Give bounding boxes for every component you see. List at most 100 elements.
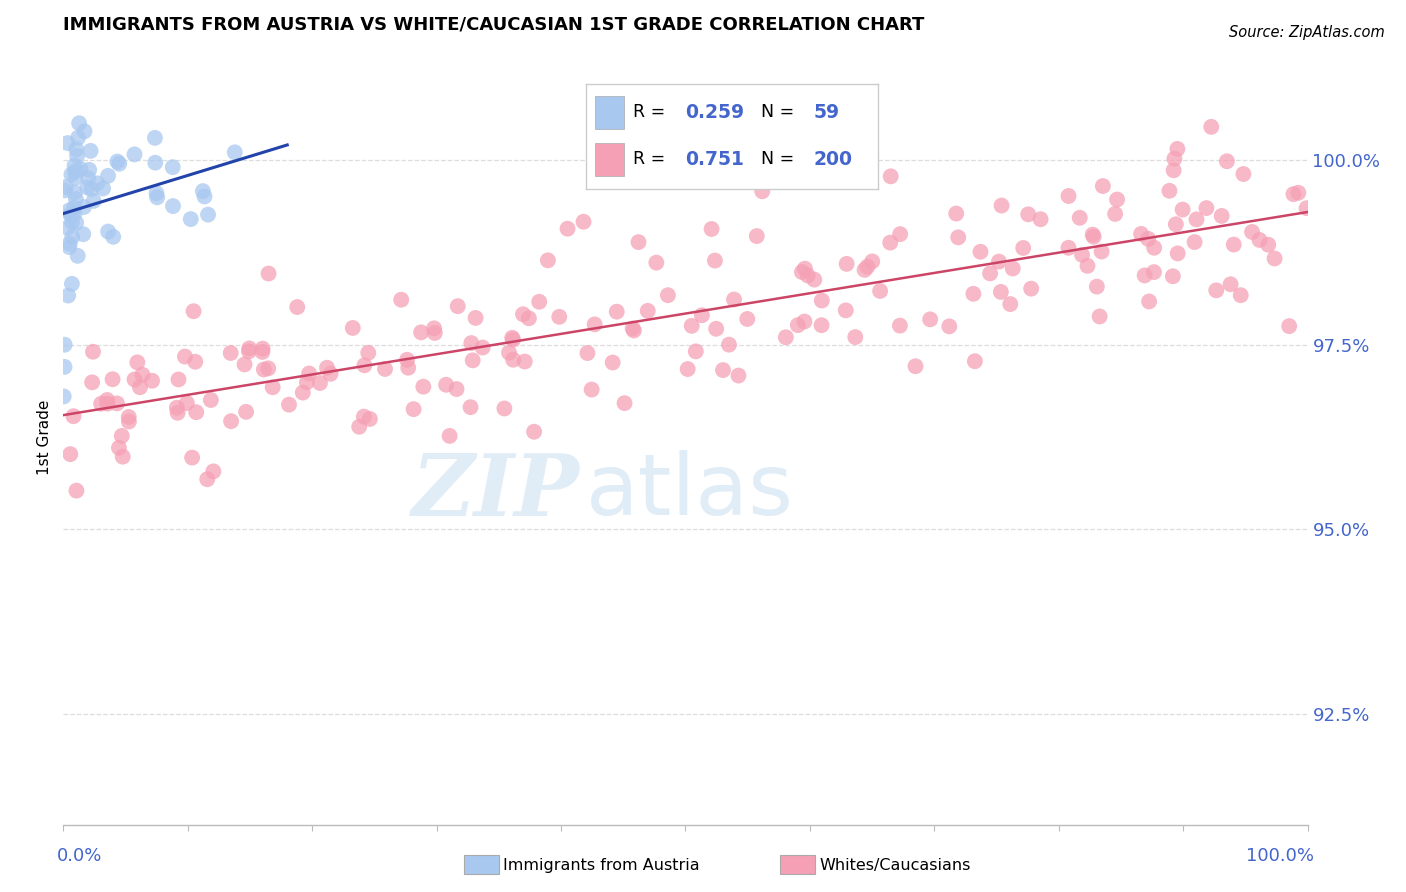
Point — [69, 161, 91, 176]
Point — [235, 405, 257, 419]
Point — [59, 207, 82, 221]
Point — [83, 194, 105, 208]
Point — [91, 181, 114, 195]
Point — [66, 149, 89, 163]
Point — [60, 168, 83, 182]
Point — [316, 360, 339, 375]
Point — [439, 429, 461, 443]
Point — [353, 409, 375, 424]
Point — [1282, 187, 1305, 202]
Point — [1130, 227, 1153, 241]
Point — [723, 293, 745, 307]
Point — [1091, 244, 1114, 259]
Point — [1171, 202, 1194, 217]
Point — [853, 263, 876, 277]
Point — [434, 377, 457, 392]
Point — [1278, 319, 1301, 334]
Point — [581, 383, 603, 397]
Point — [53, 184, 76, 198]
Point — [60, 216, 83, 230]
Point — [786, 318, 808, 332]
Point — [166, 401, 188, 415]
Point — [82, 376, 104, 390]
Point — [298, 367, 321, 381]
Point — [105, 396, 128, 410]
Point — [96, 392, 118, 407]
Point — [60, 230, 83, 244]
Point — [1029, 212, 1052, 227]
Point — [56, 220, 79, 235]
Point — [412, 379, 434, 393]
Point — [389, 293, 412, 307]
Point — [1081, 227, 1104, 242]
Point — [97, 169, 120, 183]
Point — [72, 227, 94, 242]
Point — [860, 254, 883, 268]
Point — [143, 131, 166, 145]
Point — [76, 180, 98, 194]
Point — [111, 429, 134, 443]
Point — [359, 412, 381, 426]
Point — [59, 236, 82, 251]
Point — [1069, 211, 1091, 225]
Text: IMMIGRANTS FROM AUSTRIA VS WHITE/CAUCASIAN 1ST GRADE CORRELATION CHART: IMMIGRANTS FROM AUSTRIA VS WHITE/CAUCASI… — [63, 16, 925, 34]
Point — [1201, 120, 1223, 134]
Point — [627, 235, 650, 249]
Point — [879, 169, 901, 184]
Point — [184, 355, 207, 369]
Point — [979, 266, 1001, 280]
Point — [471, 341, 494, 355]
Point — [124, 372, 146, 386]
Point — [1057, 189, 1080, 203]
Point — [969, 244, 991, 259]
Point — [796, 268, 818, 283]
Point — [948, 230, 970, 244]
Point — [751, 184, 773, 198]
Point — [347, 419, 370, 434]
Point — [1184, 235, 1206, 249]
Point — [790, 265, 813, 279]
Point — [869, 284, 891, 298]
Point — [583, 318, 606, 332]
Point — [803, 272, 825, 286]
Point — [856, 260, 879, 274]
Point — [1295, 201, 1317, 215]
Point — [811, 293, 834, 308]
Point — [145, 186, 167, 201]
Point — [181, 450, 204, 465]
Point — [1159, 184, 1181, 198]
Point — [58, 240, 80, 254]
Point — [309, 376, 332, 390]
Point — [167, 372, 190, 386]
Point — [537, 253, 560, 268]
Point — [1241, 225, 1264, 239]
Point — [291, 385, 314, 400]
Point — [1143, 265, 1166, 279]
Point — [257, 361, 280, 376]
Point — [945, 206, 967, 220]
Text: 100.0%: 100.0% — [1246, 847, 1313, 865]
Point — [502, 333, 524, 347]
Point — [257, 267, 280, 281]
Point — [63, 158, 86, 172]
Point — [576, 346, 599, 360]
Point — [238, 342, 260, 356]
Point — [353, 359, 375, 373]
Point — [1137, 232, 1160, 246]
Point — [53, 359, 76, 374]
Point — [810, 318, 832, 333]
Text: ZIP: ZIP — [412, 450, 579, 533]
Point — [717, 337, 740, 351]
Point — [180, 212, 202, 227]
Point — [80, 182, 103, 196]
Point — [685, 344, 707, 359]
Point — [657, 288, 679, 302]
Point — [623, 324, 645, 338]
Point — [1229, 288, 1251, 302]
Point — [374, 362, 396, 376]
Point — [681, 318, 703, 333]
Point — [523, 425, 546, 439]
Point — [97, 225, 120, 239]
Point — [1216, 154, 1239, 169]
Point — [65, 192, 87, 206]
